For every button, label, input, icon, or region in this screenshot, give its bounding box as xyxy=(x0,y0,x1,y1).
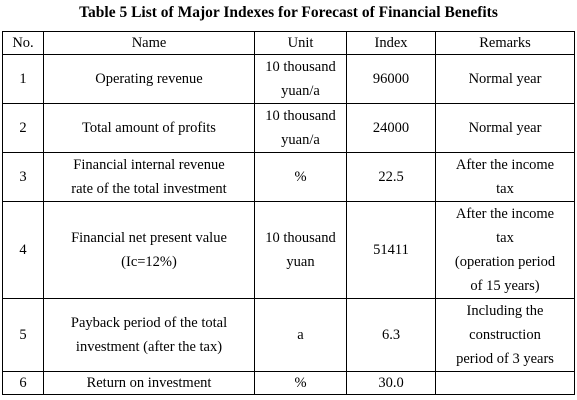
header-index: Index xyxy=(346,31,436,55)
cell-name: Financial internal revenue rate of the to… xyxy=(43,152,255,202)
table-row: 1 Operating revenue 10 thousand yuan/a 96… xyxy=(2,54,575,104)
table-row: 5 Payback period of the total investment … xyxy=(2,298,575,372)
header-no: No. xyxy=(2,31,44,55)
cell-name: Financial net present value (Ic=12%) xyxy=(43,201,255,299)
cell-no: 6 xyxy=(2,371,44,395)
header-name: Name xyxy=(43,31,255,55)
header-unit: Unit xyxy=(254,31,347,55)
table-row: 6 Return on investment % 30.0 xyxy=(2,371,575,395)
cell-unit: a xyxy=(254,298,347,372)
cell-remarks: Including the construction period of 3 yea… xyxy=(435,298,575,372)
table-header-row: No. Name Unit Index Remarks xyxy=(2,31,575,55)
cell-name: Operating revenue xyxy=(43,54,255,104)
cell-index: 24000 xyxy=(346,103,436,153)
table-row: 4 Financial net present value (Ic=12%) 10… xyxy=(2,201,575,299)
cell-no: 5 xyxy=(2,298,44,372)
financial-benefits-table: No. Name Unit Index Remarks 1 Operating … xyxy=(2,31,575,395)
cell-no: 4 xyxy=(2,201,44,299)
table-row: 3 Financial internal revenue rate of the … xyxy=(2,152,575,202)
cell-unit: 10 thousand yuan xyxy=(254,201,347,299)
cell-no: 1 xyxy=(2,54,44,104)
header-remarks: Remarks xyxy=(435,31,575,55)
cell-unit: % xyxy=(254,152,347,202)
cell-name: Payback period of the total investment (a… xyxy=(43,298,255,372)
cell-index: 51411 xyxy=(346,201,436,299)
cell-unit: 10 thousand yuan/a xyxy=(254,103,347,153)
cell-unit: 10 thousand yuan/a xyxy=(254,54,347,104)
cell-name: Return on investment xyxy=(43,371,255,395)
cell-unit: % xyxy=(254,371,347,395)
cell-index: 6.3 xyxy=(346,298,436,372)
cell-index: 22.5 xyxy=(346,152,436,202)
cell-remarks: After the income tax (operation period of 1… xyxy=(435,201,575,299)
cell-no: 2 xyxy=(2,103,44,153)
table-row: 2 Total amount of profits 10 thousand yua… xyxy=(2,103,575,153)
cell-name: Total amount of profits xyxy=(43,103,255,153)
cell-remarks xyxy=(435,371,575,395)
cell-remarks: Normal year xyxy=(435,103,575,153)
cell-remarks: Normal year xyxy=(435,54,575,104)
cell-index: 96000 xyxy=(346,54,436,104)
cell-remarks: After the income tax xyxy=(435,152,575,202)
cell-index: 30.0 xyxy=(346,371,436,395)
table-caption: Table 5 List of Major Indexes for Foreca… xyxy=(79,4,498,21)
cell-no: 3 xyxy=(2,152,44,202)
